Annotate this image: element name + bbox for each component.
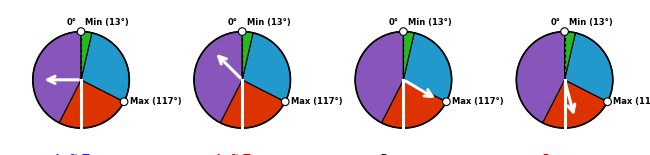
Wedge shape (565, 33, 613, 102)
Text: Min (13°): Min (13°) (85, 18, 129, 27)
Text: Max (117°): Max (117°) (291, 97, 343, 106)
Text: Max (117°): Max (117°) (129, 97, 181, 106)
Text: 0°: 0° (550, 18, 560, 27)
Circle shape (120, 98, 128, 106)
Text: Max (117°): Max (117°) (452, 97, 504, 106)
Wedge shape (382, 80, 447, 128)
Circle shape (77, 28, 85, 35)
Text: 0°: 0° (228, 18, 238, 27)
Text: 0°: 0° (67, 18, 77, 27)
Wedge shape (543, 80, 608, 128)
Wedge shape (516, 32, 565, 123)
Text: 0°: 0° (389, 18, 399, 27)
Text: Reverse: Reverse (380, 154, 426, 155)
Text: Min (13°): Min (13°) (408, 18, 452, 27)
Wedge shape (404, 33, 452, 102)
Text: Left Turn: Left Turn (55, 154, 107, 155)
Circle shape (400, 28, 408, 35)
Text: Min (13°): Min (13°) (569, 18, 613, 27)
Text: Max (117°): Max (117°) (613, 97, 650, 106)
Wedge shape (242, 33, 291, 102)
Circle shape (443, 98, 450, 106)
Wedge shape (194, 32, 242, 123)
Wedge shape (220, 80, 285, 128)
Wedge shape (242, 32, 253, 80)
Wedge shape (404, 32, 414, 80)
Wedge shape (32, 32, 81, 123)
Wedge shape (81, 32, 92, 80)
Text: Left Turn: Left Turn (216, 154, 268, 155)
Circle shape (604, 98, 612, 106)
Wedge shape (59, 80, 124, 128)
Wedge shape (355, 32, 404, 123)
Text: Min (13°): Min (13°) (246, 18, 291, 27)
Wedge shape (81, 33, 129, 102)
Circle shape (561, 28, 568, 35)
Text: Reverse: Reverse (541, 154, 588, 155)
Wedge shape (565, 32, 575, 80)
Circle shape (239, 28, 246, 35)
Circle shape (281, 98, 289, 106)
